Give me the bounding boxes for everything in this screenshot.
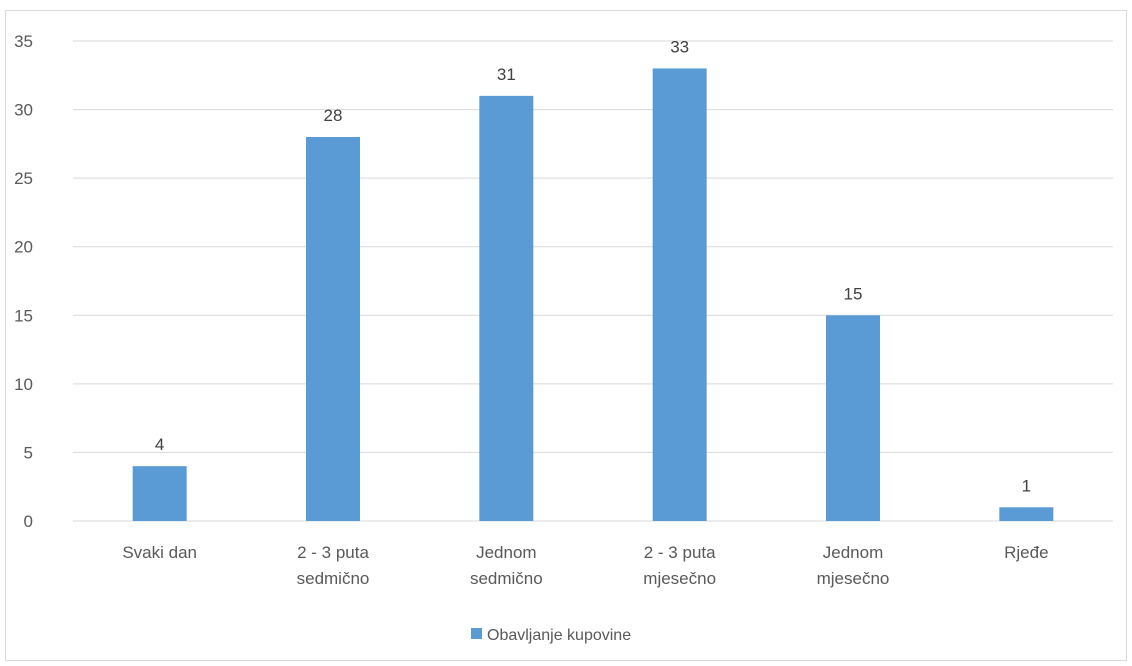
data-label: 15 — [844, 284, 863, 303]
bar — [306, 137, 360, 521]
y-tick-label: 15 — [14, 306, 33, 325]
bar — [999, 507, 1054, 521]
x-category-label: Rjeđe — [1004, 543, 1048, 562]
gridlines — [73, 40, 1113, 522]
y-tick-label: 30 — [14, 101, 33, 120]
x-category-label: 2 - 3 puta — [297, 543, 369, 562]
bar — [132, 466, 187, 521]
bars — [132, 68, 1054, 521]
x-category-label: 2 - 3 puta — [644, 543, 716, 562]
bar — [479, 95, 534, 521]
legend-label: Obavljanje kupovine — [487, 627, 631, 644]
x-category-label: mjesečno — [817, 569, 890, 588]
x-category-label: mjesečno — [643, 569, 716, 588]
x-category-label: Svaki dan — [122, 543, 197, 562]
legend: Obavljanje kupovine — [471, 627, 631, 644]
data-label: 31 — [497, 65, 516, 84]
y-tick-label: 25 — [14, 169, 33, 188]
y-tick-label: 35 — [14, 32, 33, 51]
bar — [652, 68, 707, 521]
data-label: 4 — [155, 435, 164, 454]
data-label: 28 — [324, 106, 343, 125]
chart-frame — [5, 10, 1127, 661]
data-labels: 4 28 31 33 15 1 — [155, 37, 1031, 495]
data-label: 33 — [670, 37, 689, 56]
y-tick-label: 10 — [14, 375, 33, 394]
bar — [826, 315, 880, 521]
y-tick-label: 5 — [24, 443, 33, 462]
y-tick-label: 0 — [24, 512, 33, 531]
x-axis-categories: Svaki dan 2 - 3 puta sedmično Jednom sedmičn… — [122, 543, 1048, 588]
x-category-label: sedmično — [297, 569, 370, 588]
y-axis-ticks: 0 5 10 15 20 25 30 35 — [14, 32, 33, 531]
y-tick-label: 20 — [14, 238, 33, 257]
legend-swatch — [471, 628, 482, 639]
x-category-label: Jednom — [823, 543, 883, 562]
x-category-label: sedmično — [470, 569, 543, 588]
data-label: 1 — [1022, 476, 1031, 495]
x-category-label: Jednom — [476, 543, 536, 562]
